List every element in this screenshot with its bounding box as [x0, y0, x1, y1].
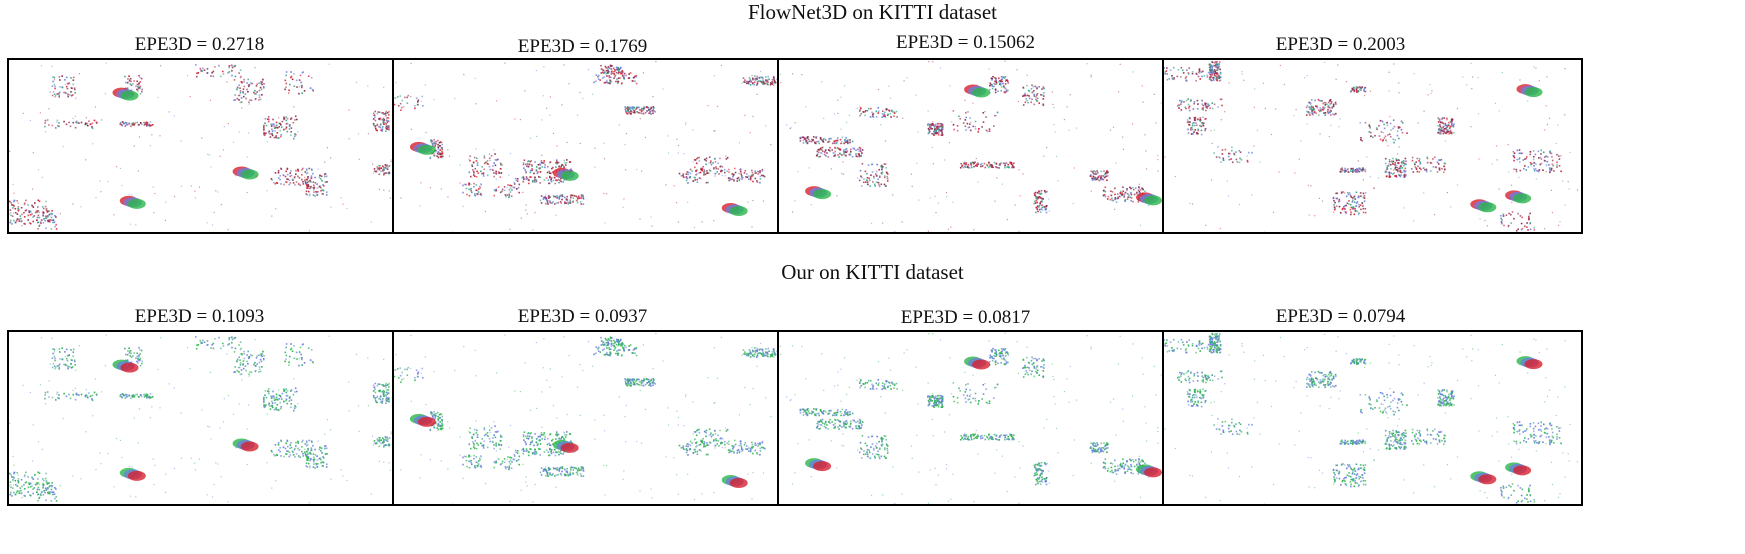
point-cloud-panel — [777, 58, 1198, 234]
point-cloud-panel — [777, 330, 1198, 506]
panel-caption: EPE3D = 0.0817 — [900, 307, 1031, 328]
point-cloud-panel — [7, 58, 428, 234]
panel-caption: EPE3D = 0.0794 — [1275, 306, 1406, 327]
point-cloud-panel — [392, 330, 813, 506]
point-cloud-scatter — [9, 334, 424, 504]
point-cloud-scatter — [779, 60, 1196, 232]
panel-caption: EPE3D = 0.15062 — [896, 32, 1035, 53]
row-title-ours: Our on KITTI dataset — [781, 260, 964, 284]
panel-caption: EPE3D = 0.1769 — [517, 36, 648, 57]
point-cloud-scatter — [394, 332, 809, 504]
point-cloud-panel — [1162, 330, 1583, 506]
panel-caption: EPE3D = 0.0937 — [517, 306, 648, 327]
point-cloud-scatter — [779, 332, 1196, 504]
panel-caption: EPE3D = 0.2718 — [134, 34, 265, 55]
point-cloud-scatter — [1164, 332, 1579, 504]
point-cloud-panel — [1162, 58, 1583, 234]
row-title-flownet3d: FlowNet3D on KITTI dataset — [747, 0, 998, 24]
panel-caption: EPE3D = 0.2003 — [1275, 34, 1406, 55]
point-cloud-panel — [392, 58, 813, 234]
point-cloud-scatter — [9, 62, 424, 232]
panel-caption: EPE3D = 0.1093 — [134, 306, 265, 327]
point-cloud-scatter — [1164, 60, 1579, 232]
point-cloud-scatter — [394, 60, 809, 232]
point-cloud-panel — [7, 330, 428, 506]
